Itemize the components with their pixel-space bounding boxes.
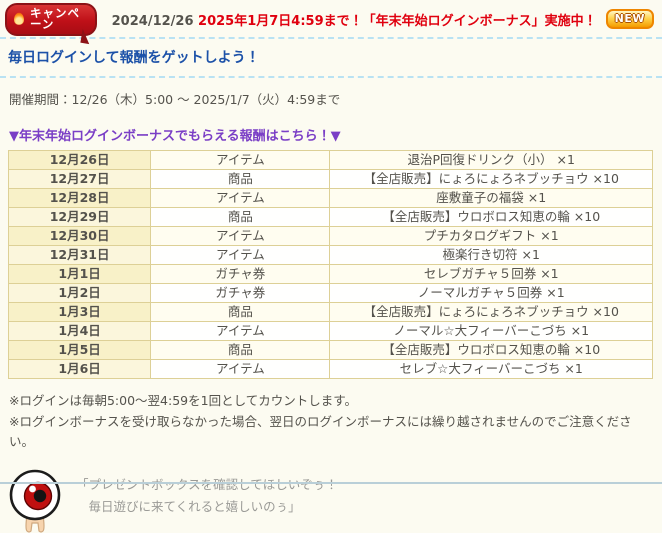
note-no-carryover: ※ログインボーナスを受け取らなかった場合、翌日のログインボーナスには繰り越されま… xyxy=(9,413,632,450)
cell-date: 12月27日 xyxy=(7,169,152,189)
cell-date: 12月31日 xyxy=(7,245,152,265)
cell-date: 12月26日 xyxy=(7,150,152,170)
table-row: 1月1日 ガチャ券 セレブガチャ５回券 ×1 xyxy=(7,264,653,284)
reward-table-body: 12月26日 アイテム 退治P回復ドリンク（小） ×1 12月27日 商品 【全店販売】に… xyxy=(7,150,653,379)
cell-type: 商品 xyxy=(150,340,331,360)
cell-type: アイテム xyxy=(150,359,331,379)
cell-type: 商品 xyxy=(150,169,331,189)
cell-date: 12月30日 xyxy=(7,226,152,246)
character-row: 「プレゼントボックスを確認してほしいぞぅ！ 毎日遊びに来てくれると嬉しいのぅ」 xyxy=(7,469,662,533)
page-title: 毎日ログインして報酬をゲットしよう！ xyxy=(8,50,260,66)
flame-icon xyxy=(14,12,24,25)
campaign-badge: キャンペーン xyxy=(5,2,97,36)
speech-line-2: 毎日遊びに来てくれると嬉しいのぅ」 xyxy=(76,498,301,514)
reward-table: 12月26日 アイテム 退治P回復ドリンク（小） ×1 12月27日 商品 【全店販売】に… xyxy=(7,150,653,379)
cell-date: 1月2日 xyxy=(7,283,152,303)
dashed-separator-top xyxy=(0,37,662,39)
character-speech: 「プレゼントボックスを確認してほしいぞぅ！ 毎日遊びに来てくれると嬉しいのぅ」 xyxy=(76,469,338,518)
cell-date: 1月5日 xyxy=(7,340,152,360)
notes: ※ログインは毎朝5:00～翌4:59を1回としてカウントします。 ※ログインボー… xyxy=(0,379,662,453)
table-row: 12月27日 商品 【全店販売】にょろにょろネブッチョウ ×10 xyxy=(7,169,653,189)
campaign-banner[interactable]: キャンペーン 2024/12/26 2025年1月7日4:59まで！「年末年始ロ… xyxy=(0,0,662,37)
table-row: 12月26日 アイテム 退治P回復ドリンク（小） ×1 xyxy=(7,150,653,170)
campaign-banner-text: 2024/12/26 2025年1月7日4:59まで！「年末年始ログインボーナス… xyxy=(112,10,597,29)
event-period: 開催期間：12/26（木）5:00 ～ 2025/1/7（火）4:59まで xyxy=(9,92,341,107)
table-row: 12月30日 アイテム プチカタログギフト ×1 xyxy=(7,226,653,246)
cell-reward: 【全店販売】にょろにょろネブッチョウ ×10 xyxy=(329,302,653,322)
cell-date: 1月1日 xyxy=(7,264,152,284)
cell-type: アイテム xyxy=(150,321,331,341)
cell-type: ガチャ券 xyxy=(150,283,331,303)
cell-date: 1月3日 xyxy=(7,302,152,322)
dashed-separator-under-title xyxy=(0,76,662,78)
cell-type: アイテム xyxy=(150,226,331,246)
cell-date: 12月28日 xyxy=(7,188,152,208)
table-row: 1月6日 アイテム セレブ☆大フィーバーこづち ×1 xyxy=(7,359,653,379)
bottom-edge-line xyxy=(0,482,662,484)
cell-type: アイテム xyxy=(150,150,331,170)
cell-reward: 座敷童子の福袋 ×1 xyxy=(329,188,653,208)
speech-line-1: 「プレゼントボックスを確認してほしいぞぅ！ xyxy=(76,476,338,492)
cell-reward: 【全店販売】ウロボロス知恵の輪 ×10 xyxy=(329,340,653,360)
cell-reward: プチカタログギフト ×1 xyxy=(329,226,653,246)
cell-reward: 極楽行き切符 ×1 xyxy=(329,245,653,265)
reward-table-caption: ▼年末年始ログインボーナスでもらえる報酬はこちら！▼ xyxy=(9,129,341,144)
table-row: 1月2日 ガチャ券 ノーマルガチャ５回券 ×1 xyxy=(7,283,653,303)
cell-reward: セレブガチャ５回券 ×1 xyxy=(329,264,653,284)
cell-type: アイテム xyxy=(150,245,331,265)
new-badge: NEW xyxy=(605,9,654,29)
cell-reward: 【全店販売】ウロボロス知恵の輪 ×10 xyxy=(329,207,653,227)
cell-reward: 【全店販売】にょろにょろネブッチョウ ×10 xyxy=(329,169,653,189)
cell-reward: ノーマル☆大フィーバーこづち ×1 xyxy=(329,321,653,341)
cell-reward: セレブ☆大フィーバーこづち ×1 xyxy=(329,359,653,379)
cell-type: 商品 xyxy=(150,302,331,322)
campaign-start-date: 2024/12/26 xyxy=(111,13,199,29)
campaign-badge-label: キャンペーン xyxy=(30,5,80,31)
cell-type: 商品 xyxy=(150,207,331,227)
campaign-message: 2025年1月7日4:59まで！「年末年始ログインボーナス」実施中！ xyxy=(198,13,597,29)
table-row: 1月4日 アイテム ノーマル☆大フィーバーこづち ×1 xyxy=(7,321,653,341)
cell-reward: 退治P回復ドリンク（小） ×1 xyxy=(329,150,653,170)
cell-type: アイテム xyxy=(150,188,331,208)
eyeball-character-icon xyxy=(9,469,61,533)
cell-reward: ノーマルガチャ５回券 ×1 xyxy=(329,283,653,303)
cell-type: ガチャ券 xyxy=(150,264,331,284)
table-row: 12月29日 商品 【全店販売】ウロボロス知恵の輪 ×10 xyxy=(7,207,653,227)
cell-date: 1月6日 xyxy=(7,359,152,379)
note-login-count: ※ログインは毎朝5:00～翌4:59を1回としてカウントします。 xyxy=(9,393,357,408)
table-row: 12月31日 アイテム 極楽行き切符 ×1 xyxy=(7,245,653,265)
cell-date: 1月4日 xyxy=(7,321,152,341)
table-row: 12月28日 アイテム 座敷童子の福袋 ×1 xyxy=(7,188,653,208)
table-row: 1月5日 商品 【全店販売】ウロボロス知恵の輪 ×10 xyxy=(7,340,653,360)
cell-date: 12月29日 xyxy=(7,207,152,227)
table-row: 1月3日 商品 【全店販売】にょろにょろネブッチョウ ×10 xyxy=(7,302,653,322)
